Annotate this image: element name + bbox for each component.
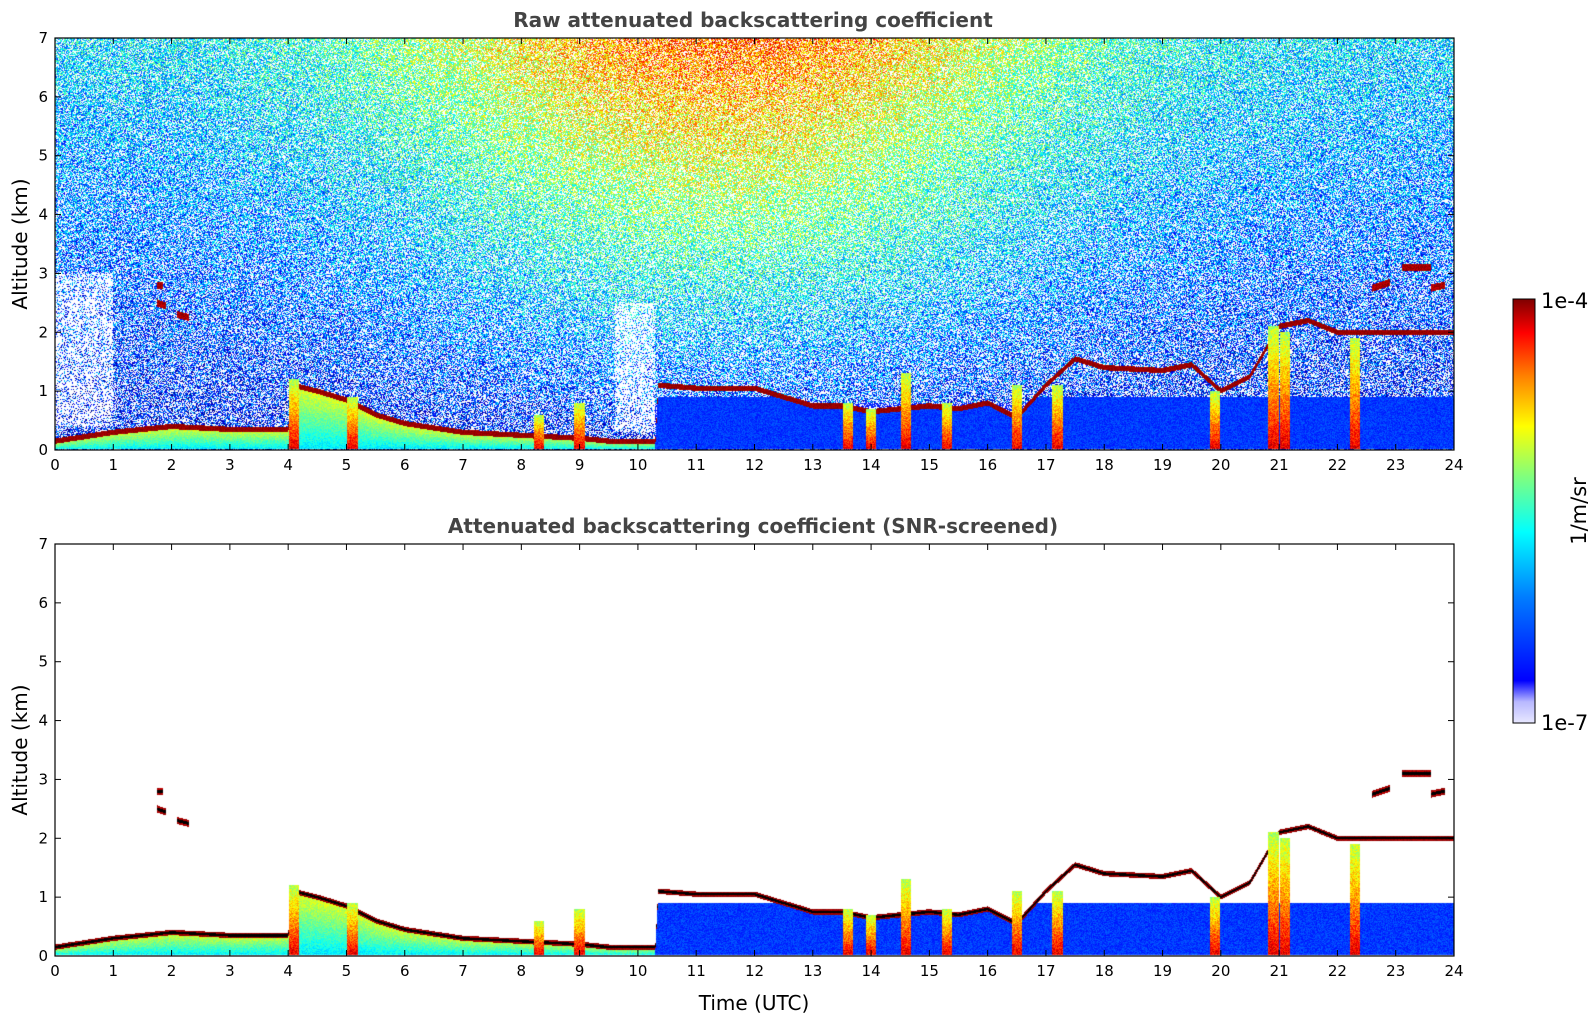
x-tick-label: 10 [628, 962, 647, 980]
y-axis-label: Altitude (km) [8, 178, 32, 309]
x-tick-label: 24 [1444, 456, 1463, 474]
x-tick-label: 22 [1328, 962, 1347, 980]
x-tick-label: 7 [458, 456, 468, 474]
y-tick-label: 3 [38, 264, 48, 282]
colorbar-unit-label: 1/m/sr [1567, 477, 1591, 545]
x-tick-label: 11 [687, 456, 706, 474]
panel-title: Raw attenuated backscattering coefficien… [513, 8, 993, 32]
x-tick-label: 12 [745, 456, 764, 474]
panel-title: Attenuated backscattering coefficient (S… [448, 514, 1058, 538]
y-tick-label: 6 [38, 88, 48, 106]
x-tick-label: 0 [50, 456, 60, 474]
x-tick-label: 17 [1036, 962, 1055, 980]
x-tick-label: 15 [920, 962, 939, 980]
raw-backscatter-panel: Raw attenuated backscattering coefficien… [8, 8, 1464, 474]
x-tick-label: 13 [803, 456, 822, 474]
y-tick-label: 3 [38, 770, 48, 788]
x-tick-label: 20 [1211, 962, 1230, 980]
x-tick-label: 6 [400, 456, 410, 474]
x-tick-label: 16 [978, 962, 997, 980]
x-tick-label: 2 [167, 962, 177, 980]
y-tick-label: 7 [38, 29, 48, 47]
x-tick-label: 16 [978, 456, 997, 474]
x-tick-label: 10 [628, 456, 647, 474]
x-tick-label: 18 [1095, 962, 1114, 980]
x-tick-label: 4 [283, 962, 293, 980]
x-tick-label: 8 [517, 456, 527, 474]
x-tick-label: 2 [167, 456, 177, 474]
x-tick-label: 23 [1386, 962, 1405, 980]
x-tick-label: 21 [1270, 962, 1289, 980]
axes: 0 1 2 3 4 5 6 7 8 9 10 11 12 13 14 15 16 17 18 19 20 21 22 23 24… [38, 29, 1463, 474]
x-tick-label: 24 [1444, 962, 1463, 980]
y-tick-label: 2 [38, 323, 48, 341]
y-tick-label: 0 [38, 441, 48, 459]
snr-screened-panel: Attenuated backscattering coefficient (S… [8, 514, 1464, 1015]
y-tick-label: 6 [38, 594, 48, 612]
x-tick-label: 12 [745, 962, 764, 980]
x-tick-label: 15 [920, 456, 939, 474]
x-tick-label: 5 [342, 456, 352, 474]
y-tick-label: 4 [38, 712, 48, 730]
x-tick-label: 11 [687, 962, 706, 980]
x-tick-label: 20 [1211, 456, 1230, 474]
x-tick-label: 17 [1036, 456, 1055, 474]
y-tick-label: 1 [38, 382, 48, 400]
x-tick-label: 14 [862, 962, 881, 980]
x-tick-label: 3 [225, 962, 235, 980]
x-tick-label: 7 [458, 962, 468, 980]
x-tick-label: 4 [283, 456, 293, 474]
x-tick-label: 0 [50, 962, 60, 980]
y-tick-label: 5 [38, 653, 48, 671]
heatmap-image [55, 544, 1454, 956]
heatmap-image [55, 38, 1454, 450]
backscatter-raster [55, 544, 1454, 956]
y-axis-label: Altitude (km) [8, 684, 32, 815]
backscatter-raster [55, 38, 1454, 450]
x-tick-label: 6 [400, 962, 410, 980]
x-tick-label: 9 [575, 962, 585, 980]
x-tick-label: 13 [803, 962, 822, 980]
colorbar-max-label: 1e-4 [1541, 289, 1588, 313]
y-tick-label: 1 [38, 888, 48, 906]
y-tick-label: 4 [38, 206, 48, 224]
y-tick-label: 2 [38, 829, 48, 847]
axes: 0 1 2 3 4 5 6 7 8 9 10 11 12 13 14 15 16 17 18 19 20 21 22 23 24… [38, 535, 1463, 980]
y-tick-label: 5 [38, 147, 48, 165]
x-tick-label: 22 [1328, 456, 1347, 474]
x-tick-label: 19 [1153, 962, 1172, 980]
y-tick-label: 7 [38, 535, 48, 553]
x-tick-label: 18 [1095, 456, 1114, 474]
x-tick-label: 1 [109, 962, 119, 980]
x-tick-label: 21 [1270, 456, 1289, 474]
x-tick-label: 9 [575, 456, 585, 474]
x-tick-label: 23 [1386, 456, 1405, 474]
x-tick-label: 3 [225, 456, 235, 474]
colorbar-min-label: 1e-7 [1541, 711, 1588, 735]
x-tick-label: 14 [862, 456, 881, 474]
x-tick-label: 1 [109, 456, 119, 474]
y-tick-label: 0 [38, 947, 48, 965]
x-tick-label: 8 [517, 962, 527, 980]
colorbar-gradient [1512, 298, 1536, 724]
colorbar: 1e-4 1e-7 1/m/sr [1512, 289, 1591, 735]
x-axis-label: Time (UTC) [698, 991, 810, 1015]
x-tick-label: 19 [1153, 456, 1172, 474]
x-tick-label: 5 [342, 962, 352, 980]
